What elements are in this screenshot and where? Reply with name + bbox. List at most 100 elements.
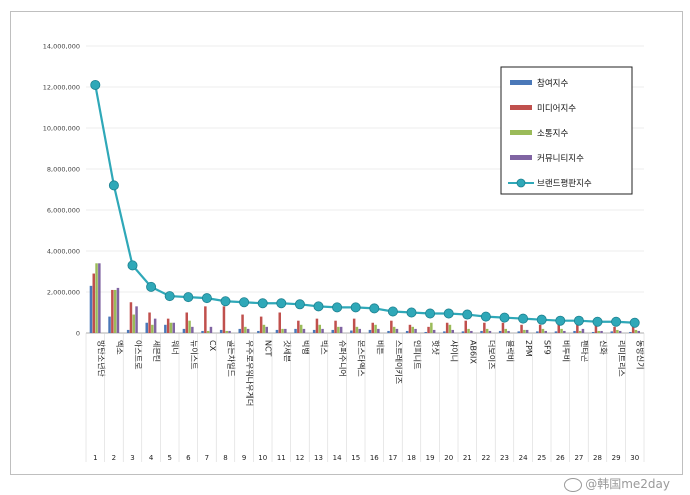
bar — [377, 328, 380, 333]
brand-point — [183, 292, 194, 303]
bar — [294, 328, 297, 333]
category-label: 리미트리스 — [617, 340, 626, 377]
brand-point — [239, 297, 250, 308]
bar — [132, 314, 135, 333]
bar — [355, 326, 359, 333]
category-index: 16 — [370, 454, 379, 462]
category-index: 30 — [630, 454, 639, 462]
bar — [281, 328, 284, 333]
category-label: 펜타곤 — [580, 340, 589, 362]
bar — [312, 329, 316, 333]
bar — [578, 330, 582, 333]
y-tick-label: 10,000,000 — [43, 125, 80, 133]
category-label: 핫샷 — [431, 340, 441, 355]
category-index: 13 — [314, 454, 323, 462]
bar — [172, 322, 175, 333]
bar — [148, 312, 151, 333]
bar — [153, 318, 157, 333]
bar — [560, 328, 563, 333]
bar — [113, 289, 117, 333]
legend-label: 참여지수 — [537, 78, 568, 89]
y-tick-label: 4,000,000 — [47, 248, 80, 256]
bar — [145, 322, 148, 333]
bar — [390, 320, 393, 333]
bar — [554, 331, 558, 333]
legend-swatch — [510, 130, 532, 135]
bar — [631, 326, 635, 333]
category-index: 21 — [463, 454, 472, 462]
y-tick-label: 2,000,000 — [47, 289, 80, 297]
brand-point — [220, 296, 231, 307]
bar — [222, 306, 226, 333]
bar — [634, 329, 638, 333]
bar — [411, 326, 414, 333]
legend-marker — [516, 178, 526, 188]
bar — [414, 328, 417, 333]
bar — [238, 328, 241, 333]
bar — [219, 329, 223, 333]
legend-swatch — [510, 105, 532, 110]
bar — [126, 329, 130, 333]
bar — [467, 328, 470, 333]
chart-svg: 0 2,000,000 4,000,000 6,000,000 8,000,000 10,… — [43, 43, 646, 462]
watermark: @韩国me2day — [564, 475, 670, 492]
category-index: 18 — [407, 454, 416, 462]
bar — [541, 328, 545, 333]
y-tick-layer: 0 2,000,000 4,000,000 6,000,000 8,000,000 10,… — [43, 43, 80, 338]
bar — [591, 331, 595, 333]
category-label: 스트레이키즈 — [394, 340, 404, 384]
bar — [185, 312, 188, 333]
bar — [116, 287, 120, 333]
category-label: NCT — [264, 340, 273, 357]
category-index: 27 — [574, 454, 583, 462]
bar — [430, 322, 433, 333]
bar — [525, 329, 529, 333]
category-label: 슈퍼주니어 — [338, 340, 348, 377]
bar — [339, 326, 343, 333]
category-label: 아스트로 — [134, 340, 144, 369]
bar — [501, 322, 505, 333]
bar — [483, 322, 486, 333]
bar — [536, 331, 539, 333]
category-label: 뉴이스트 — [189, 340, 199, 369]
category-label: 비튼 — [375, 340, 384, 355]
category-label: 갓세븐 — [282, 340, 292, 362]
category-label: 골든차일드 — [227, 340, 236, 377]
bar — [523, 329, 526, 333]
bar — [597, 330, 600, 333]
brand-point — [369, 303, 380, 314]
category-label: 더보이즈 — [487, 340, 497, 369]
category-label: 몬스타엑스 — [357, 340, 367, 377]
bar — [89, 285, 93, 333]
brand-point — [592, 316, 603, 327]
bar — [135, 306, 138, 333]
y-tick-label: 8,000,000 — [47, 166, 80, 174]
bar — [461, 331, 465, 333]
category-index: 2 — [112, 454, 116, 462]
category-label: 블락비 — [506, 340, 516, 362]
bar — [95, 263, 98, 333]
bar — [257, 330, 260, 333]
legend-label: 미디어지수 — [537, 103, 576, 114]
legend-swatch — [510, 155, 532, 160]
category-label: 세븐틴 — [152, 340, 162, 362]
bar — [368, 329, 372, 333]
category-index: 8 — [223, 454, 227, 462]
category-index: 19 — [426, 454, 435, 462]
bar — [427, 326, 430, 333]
bar — [581, 328, 585, 333]
bar — [517, 331, 520, 333]
category-index: 15 — [351, 454, 360, 462]
category-index: 24 — [519, 454, 528, 462]
bar — [302, 328, 306, 333]
legend-label: 소통지수 — [537, 129, 568, 139]
bar — [225, 330, 228, 333]
brand-point — [276, 298, 287, 309]
category-index: 14 — [333, 454, 342, 462]
chart-frame: 0 2,000,000 4,000,000 6,000,000 8,000,000 10,… — [10, 11, 683, 475]
brand-point — [555, 315, 566, 326]
bar — [432, 329, 436, 333]
bar — [470, 330, 473, 333]
legend-label: 커뮤니티지수 — [537, 153, 584, 164]
bar — [92, 273, 95, 333]
